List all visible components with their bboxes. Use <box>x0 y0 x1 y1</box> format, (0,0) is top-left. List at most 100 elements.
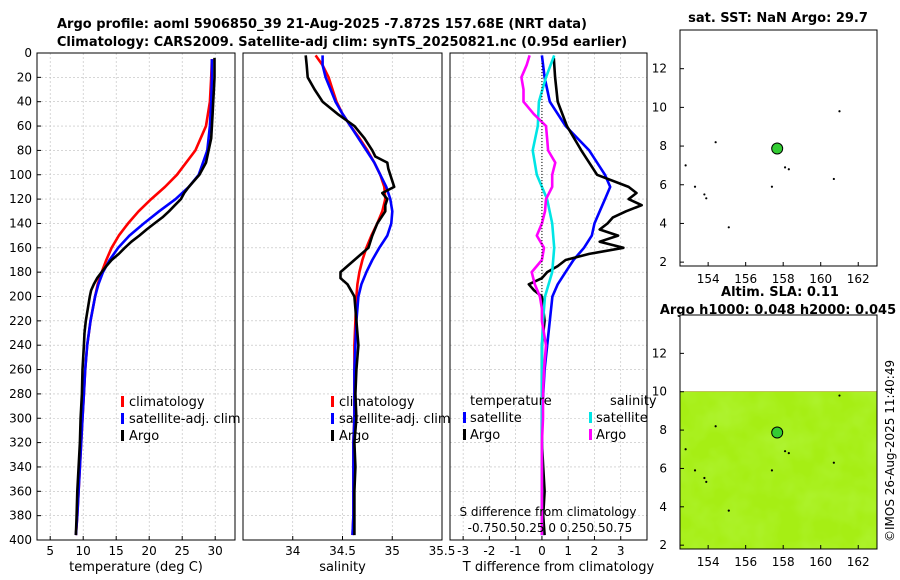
y-tick-label: 4 <box>659 216 667 230</box>
sst-map: 154 156 158 160 162 2 4 6 8 10 12 <box>652 29 878 286</box>
x-axis-label: T difference from climatology <box>462 560 655 575</box>
island-marker <box>727 509 730 512</box>
sst-map-title: sat. SST: NaN Argo: 29.7 <box>688 11 868 26</box>
x-tick-label: 158 <box>772 272 795 286</box>
y-tick-label: 20 <box>17 70 32 84</box>
legend-swatch-s-satellite <box>589 412 592 423</box>
x-tick-label: 1 <box>564 544 572 558</box>
y-tick-label: 6 <box>659 178 667 192</box>
legend-label-argo: Argo <box>339 429 369 444</box>
island-marker <box>770 469 774 472</box>
x-tick-label: 10 <box>76 544 91 558</box>
title-line-2: Climatology: CARS2009. Satellite-adj cli… <box>57 35 627 50</box>
legend-title-salinity: salinity <box>610 394 657 409</box>
y-tick-label: 2 <box>659 255 667 269</box>
argo-position-marker <box>771 142 784 155</box>
x-tick-label: -3 <box>457 544 469 558</box>
x-tick-label: -2 <box>483 544 495 558</box>
legend-label-satellite-adj: satellite-adj. clim <box>339 412 451 427</box>
sla-field-texture <box>680 392 877 549</box>
island-marker <box>832 177 835 181</box>
x-tick-label: 158 <box>772 555 795 569</box>
y-tick-label: 340 <box>9 460 32 474</box>
x-tick-label: 162 <box>847 272 870 286</box>
island-marker <box>693 469 697 472</box>
x-tick-label: -1 <box>510 544 522 558</box>
map-frame <box>679 314 878 550</box>
salinity-panel: 34 34.5 35 35.5 salinity <box>242 52 456 575</box>
legend-label-satellite-adj: satellite-adj. clim <box>129 412 241 427</box>
island-marker <box>832 461 835 464</box>
island-marker <box>783 166 787 169</box>
y-tick-label: 0 <box>24 46 32 60</box>
y-tick-label: 140 <box>9 216 32 230</box>
y-tick-label: 200 <box>9 290 32 304</box>
legend-swatch-argo <box>121 430 124 441</box>
legend-label-s-argo: Argo <box>596 428 626 443</box>
island-marker <box>787 451 790 455</box>
legend-swatch-t-satellite <box>463 412 466 423</box>
y-tick-label: 180 <box>9 265 32 279</box>
x-tick-label: 154 <box>697 555 720 569</box>
y-tick-label: 160 <box>9 241 32 255</box>
y-tick-label: 6 <box>659 461 667 475</box>
y-tick-label: 10 <box>652 100 667 114</box>
map-frame <box>679 29 878 267</box>
x-tick-label: 0 <box>538 544 546 558</box>
legend-swatch-satellite-adj <box>121 413 124 424</box>
y-tick-label: 260 <box>9 363 32 377</box>
title-line-1: Argo profile: aoml 5906850_39 21-Aug-202… <box>57 17 587 32</box>
x-tick-label: 160 <box>809 555 832 569</box>
no-data-region <box>680 315 877 392</box>
difference-legend: temperature salinity satellite Argo sate… <box>463 394 657 443</box>
legend-label-climatology: climatology <box>339 395 415 410</box>
island-marker <box>714 141 717 144</box>
x-tick-label: 156 <box>734 555 757 569</box>
legend-label-s-satellite: satellite <box>596 411 648 426</box>
legend-swatch-argo <box>331 430 334 441</box>
y-tick-label: 4 <box>659 500 667 514</box>
island-marker <box>770 185 774 188</box>
legend-swatch-satellite-adj <box>331 413 334 424</box>
x-tick-label: 35.5 <box>429 544 456 558</box>
x-tick-label: 3 <box>617 544 625 558</box>
x-tick-label: 2 <box>591 544 599 558</box>
s-diff-caption: S difference from climatology <box>460 505 637 519</box>
x-tick-label: 162 <box>847 555 870 569</box>
x-tick-label: 15 <box>109 544 124 558</box>
y-tick-label: 12 <box>652 62 667 76</box>
island-marker <box>727 226 730 229</box>
series-argo <box>74 57 216 536</box>
island-marker <box>684 448 687 451</box>
legend-swatch-t-argo <box>463 429 466 440</box>
y-tick-label: 100 <box>9 168 32 182</box>
sla-map-subtitle: Argo h1000: 0.048 h2000: 0.045 <box>660 303 896 318</box>
sla-map: 154 156 158 160 162 2 4 6 8 10 12 <box>652 314 878 569</box>
island-marker <box>703 193 706 196</box>
s-diff-tick-labels: -0.750.50.25 0 0.250.50.75 <box>468 521 633 535</box>
y-tick-label: 380 <box>9 509 32 523</box>
island-marker <box>705 480 708 483</box>
temperature-panel: 5 10 15 20 25 30 temperature (deg C) 0 20 40 60 80 1… <box>9 46 236 575</box>
y-tick-label: 12 <box>652 346 667 360</box>
x-tick-label: 35 <box>385 544 400 558</box>
x-tick-label: 156 <box>734 272 757 286</box>
island-marker <box>703 476 706 480</box>
y-tick-label: 60 <box>17 119 32 133</box>
x-tick-label: 25 <box>175 544 190 558</box>
y-tick-label: 40 <box>17 95 32 109</box>
imos-watermark: ©IMOS 26-Aug-2025 11:40:49 <box>883 360 897 542</box>
y-tick-label: 400 <box>9 533 32 547</box>
y-tick-label: 240 <box>9 338 32 352</box>
island-marker <box>838 394 841 397</box>
island-marker <box>787 168 790 171</box>
x-axis-label: temperature (deg C) <box>69 560 203 575</box>
legend-label-t-argo: Argo <box>470 428 500 443</box>
temperature-legend: climatology satellite-adj. clim Argo <box>121 395 241 444</box>
y-tick-label: 320 <box>9 436 32 450</box>
x-tick-label: 5 <box>46 544 54 558</box>
salinity-legend: climatology satellite-adj. clim Argo <box>331 395 451 444</box>
x-tick-label: 160 <box>809 272 832 286</box>
island-marker <box>705 197 708 200</box>
